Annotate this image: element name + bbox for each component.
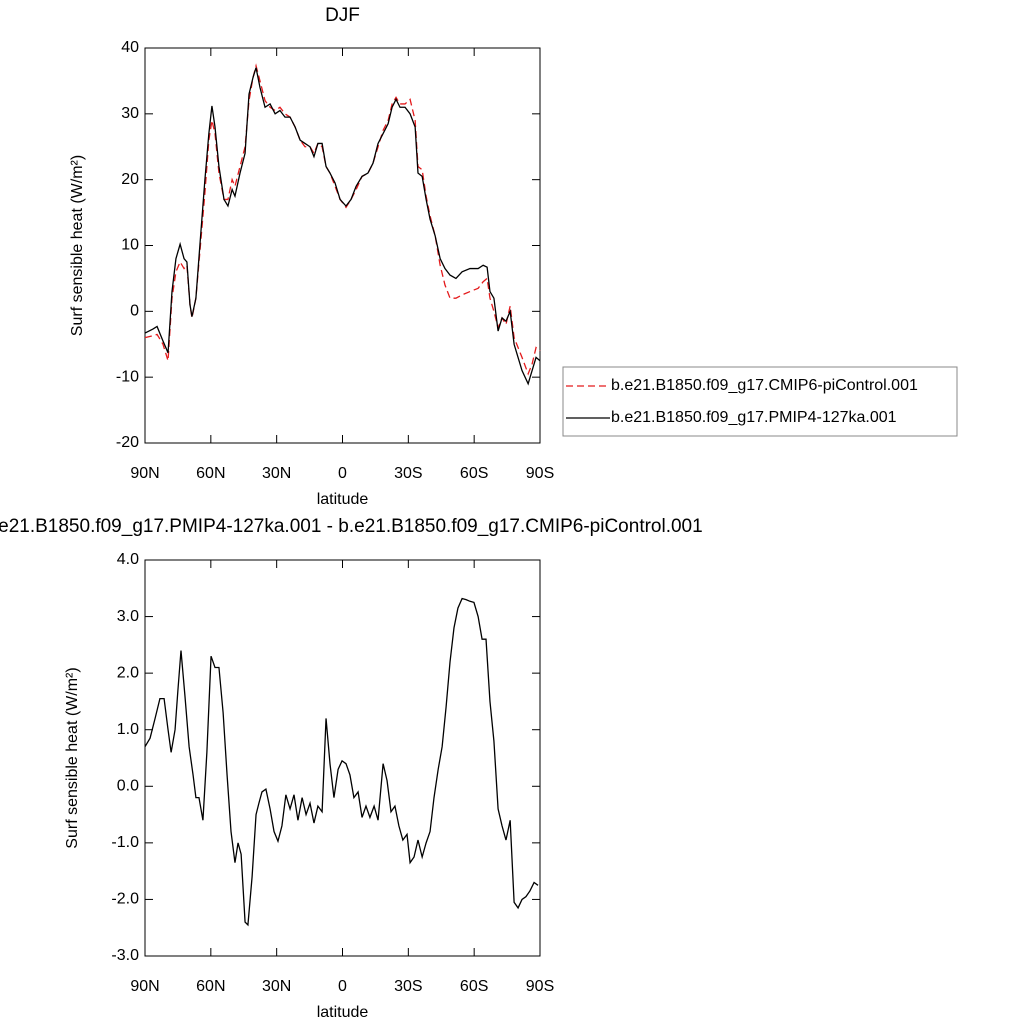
y-tick-label: -20 — [116, 434, 139, 451]
y-tick-label: -10 — [116, 368, 139, 385]
x-tick-label: 30S — [394, 978, 422, 995]
y-tick-label: 3.0 — [117, 608, 139, 625]
x-axis-label: latitude — [317, 491, 369, 508]
legend-label: b.e21.B1850.f09_g17.CMIP6-piControl.001 — [611, 377, 918, 394]
x-tick-label: 90N — [130, 465, 159, 482]
x-tick-label: 60S — [460, 978, 488, 995]
y-tick-label: 1.0 — [117, 721, 139, 738]
x-tick-label: 60N — [196, 465, 225, 482]
plot-frame — [144, 47, 541, 444]
line-series — [144, 63, 541, 376]
x-tick-label: 30N — [262, 978, 291, 995]
y-tick-label: 0.0 — [117, 778, 139, 795]
x-tick-label: 60N — [196, 978, 225, 995]
x-tick-label: 90S — [526, 465, 554, 482]
y-axis-label: Surf sensible heat (W/m²) — [64, 667, 81, 848]
x-tick-label: 30N — [262, 465, 291, 482]
plot-frame — [144, 559, 541, 957]
y-tick-label: 20 — [121, 171, 139, 188]
y-tick-label: 4.0 — [117, 551, 139, 568]
y-tick-label: -1.0 — [111, 834, 139, 851]
x-tick-label: 60S — [460, 465, 488, 482]
chart-title: DJF — [325, 5, 360, 26]
y-axis-label: Surf sensible heat (W/m²) — [69, 155, 86, 336]
x-tick-label: 0 — [338, 978, 347, 995]
y-tick-label: 0 — [130, 303, 139, 320]
x-tick-label: 90S — [526, 978, 554, 995]
line-series — [144, 597, 539, 927]
y-tick-label: 10 — [121, 237, 139, 254]
y-tick-label: -2.0 — [111, 891, 139, 908]
y-tick-label: 40 — [121, 39, 139, 56]
y-tick-label: 30 — [121, 105, 139, 122]
x-tick-label: 0 — [338, 465, 347, 482]
x-axis-label: latitude — [317, 1004, 369, 1021]
legend-label: b.e21.B1850.f09_g17.PMIP4-127ka.001 — [611, 409, 897, 426]
line-series — [144, 67, 541, 386]
x-tick-label: 90N — [130, 978, 159, 995]
y-tick-label: 2.0 — [117, 664, 139, 681]
y-tick-label: -3.0 — [111, 947, 139, 964]
legend-box — [562, 366, 958, 437]
x-tick-label: 30S — [394, 465, 422, 482]
chart-title: b.e21.B1850.f09_g17.PMIP4-127ka.001 - b.… — [0, 516, 703, 537]
